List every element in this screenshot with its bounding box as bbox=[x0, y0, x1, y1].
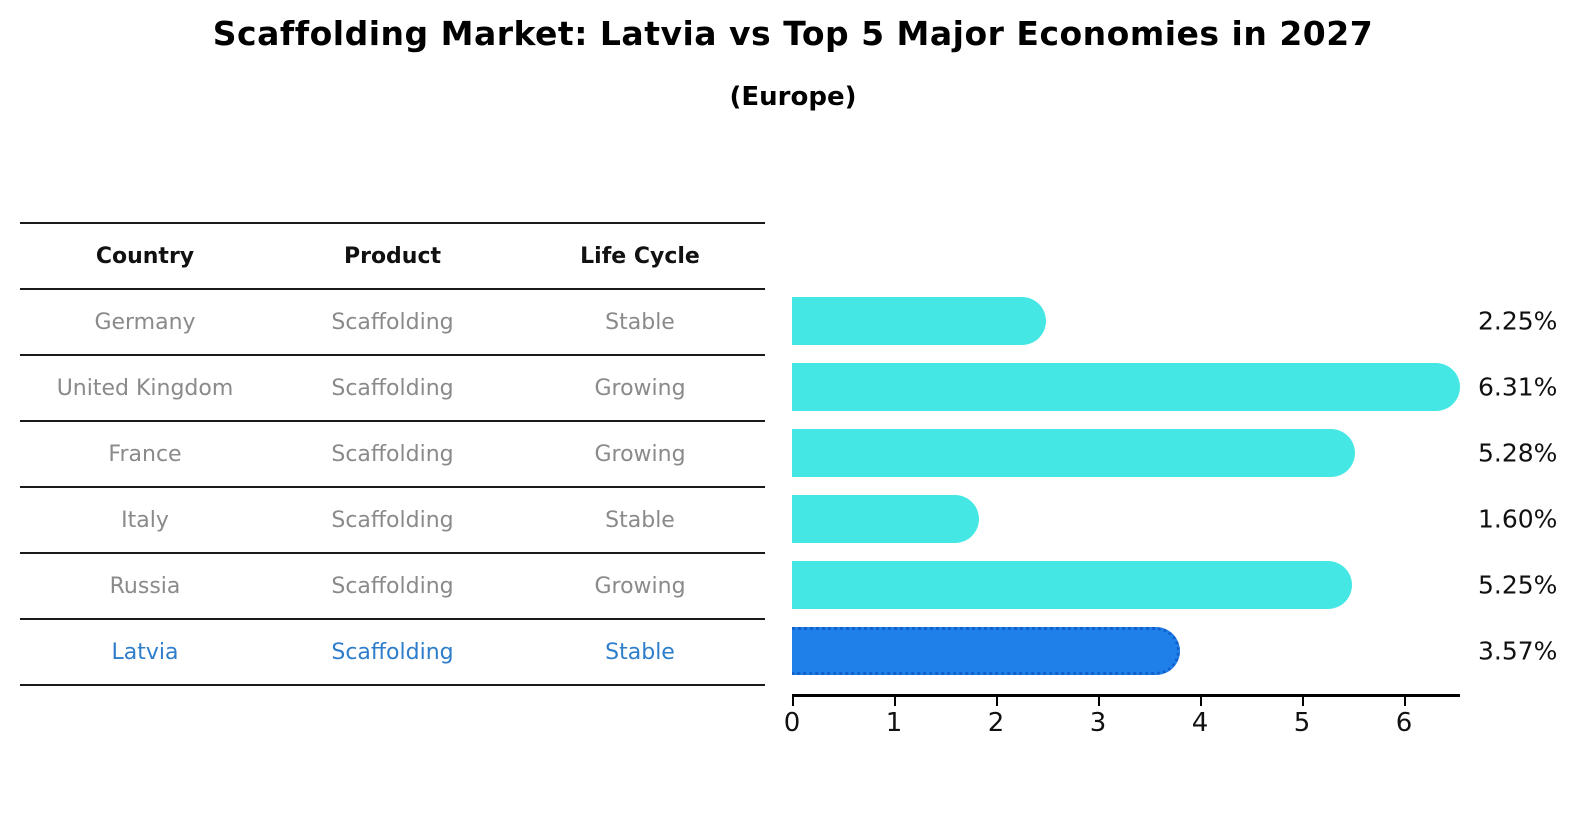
bar-russia bbox=[792, 561, 1352, 609]
column-header-product: Product bbox=[343, 243, 442, 269]
bar-row: 5.28% bbox=[792, 420, 1586, 486]
bar-italy bbox=[792, 495, 980, 543]
bar-row: 2.25% bbox=[792, 288, 1586, 354]
page-title: Scaffolding Market: Latvia vs Top 5 Majo… bbox=[212, 14, 1374, 53]
cell-product: Scaffolding bbox=[331, 441, 454, 467]
x-tick-label: 4 bbox=[1191, 708, 1209, 738]
bar-germany bbox=[792, 297, 1046, 345]
cell-product: Scaffolding bbox=[331, 309, 454, 335]
x-tick-label: 5 bbox=[1293, 708, 1311, 738]
x-tick-mark bbox=[792, 697, 794, 706]
value-label: 6.31% bbox=[1478, 372, 1558, 402]
cell-product: Scaffolding bbox=[331, 639, 454, 665]
cell-product: Scaffolding bbox=[331, 375, 454, 401]
country-table: Country Product Life Cycle Germany Scaffo… bbox=[20, 222, 765, 686]
x-tick-mark bbox=[1404, 697, 1406, 706]
value-label: 2.25% bbox=[1478, 306, 1558, 336]
cell-lifecycle: Stable bbox=[605, 639, 675, 665]
cell-country: Russia bbox=[109, 573, 181, 599]
cell-lifecycle: Stable bbox=[605, 507, 675, 533]
column-header-lifecycle: Life Cycle bbox=[580, 243, 700, 269]
x-tick-label: 6 bbox=[1395, 708, 1413, 738]
cell-lifecycle: Growing bbox=[594, 441, 686, 467]
x-tick-mark bbox=[1098, 697, 1100, 706]
x-axis-line bbox=[792, 694, 1460, 697]
bar-chart-area: 2.25% 6.31% 5.28% 1.60% 5.25% 3.57% bbox=[792, 288, 1586, 684]
table-row: Italy Scaffolding Stable bbox=[20, 488, 765, 554]
cell-lifecycle: Growing bbox=[594, 375, 686, 401]
value-label: 5.28% bbox=[1478, 438, 1558, 468]
x-tick-mark bbox=[1302, 697, 1304, 706]
x-tick-label: 3 bbox=[1089, 708, 1107, 738]
value-label: 1.60% bbox=[1478, 504, 1558, 534]
value-label: 5.25% bbox=[1478, 570, 1558, 600]
cell-country: Italy bbox=[121, 507, 169, 533]
bar-row: 3.57% bbox=[792, 618, 1586, 684]
x-tick-label: 1 bbox=[885, 708, 903, 738]
x-axis: 0 1 2 3 4 5 6 bbox=[784, 694, 1460, 744]
column-header-country: Country bbox=[95, 243, 195, 269]
x-tick-mark bbox=[1200, 697, 1202, 706]
table-row: United Kingdom Scaffolding Growing bbox=[20, 356, 765, 422]
x-tick-label: 2 bbox=[987, 708, 1005, 738]
bar-highlight-latvia bbox=[792, 627, 1181, 675]
cell-lifecycle: Stable bbox=[605, 309, 675, 335]
table-row: France Scaffolding Growing bbox=[20, 422, 765, 488]
table-body: Germany Scaffolding Stable United Kingdom Sc… bbox=[20, 290, 765, 686]
x-tick-mark bbox=[894, 697, 896, 706]
x-tick-mark bbox=[996, 697, 998, 706]
bar-france bbox=[792, 429, 1355, 477]
bar-united-kingdom bbox=[792, 363, 1460, 411]
cell-country: Germany bbox=[94, 309, 196, 335]
bar-row: 6.31% bbox=[792, 354, 1586, 420]
cell-product: Scaffolding bbox=[331, 507, 454, 533]
cell-country: France bbox=[108, 441, 182, 467]
bar-row: 5.25% bbox=[792, 552, 1586, 618]
cell-country: Latvia bbox=[111, 639, 179, 665]
bar-row: 1.60% bbox=[792, 486, 1586, 552]
value-label: 3.57% bbox=[1478, 636, 1558, 666]
table-header-row: Country Product Life Cycle bbox=[20, 224, 765, 290]
x-tick-label: 0 bbox=[783, 708, 801, 738]
cell-country: United Kingdom bbox=[56, 375, 234, 401]
table-row: Russia Scaffolding Growing bbox=[20, 554, 765, 620]
table-row: Latvia Scaffolding Stable bbox=[20, 620, 765, 686]
table-row: Germany Scaffolding Stable bbox=[20, 290, 765, 356]
cell-lifecycle: Growing bbox=[594, 573, 686, 599]
cell-product: Scaffolding bbox=[331, 573, 454, 599]
page-subtitle: (Europe) bbox=[729, 82, 857, 112]
